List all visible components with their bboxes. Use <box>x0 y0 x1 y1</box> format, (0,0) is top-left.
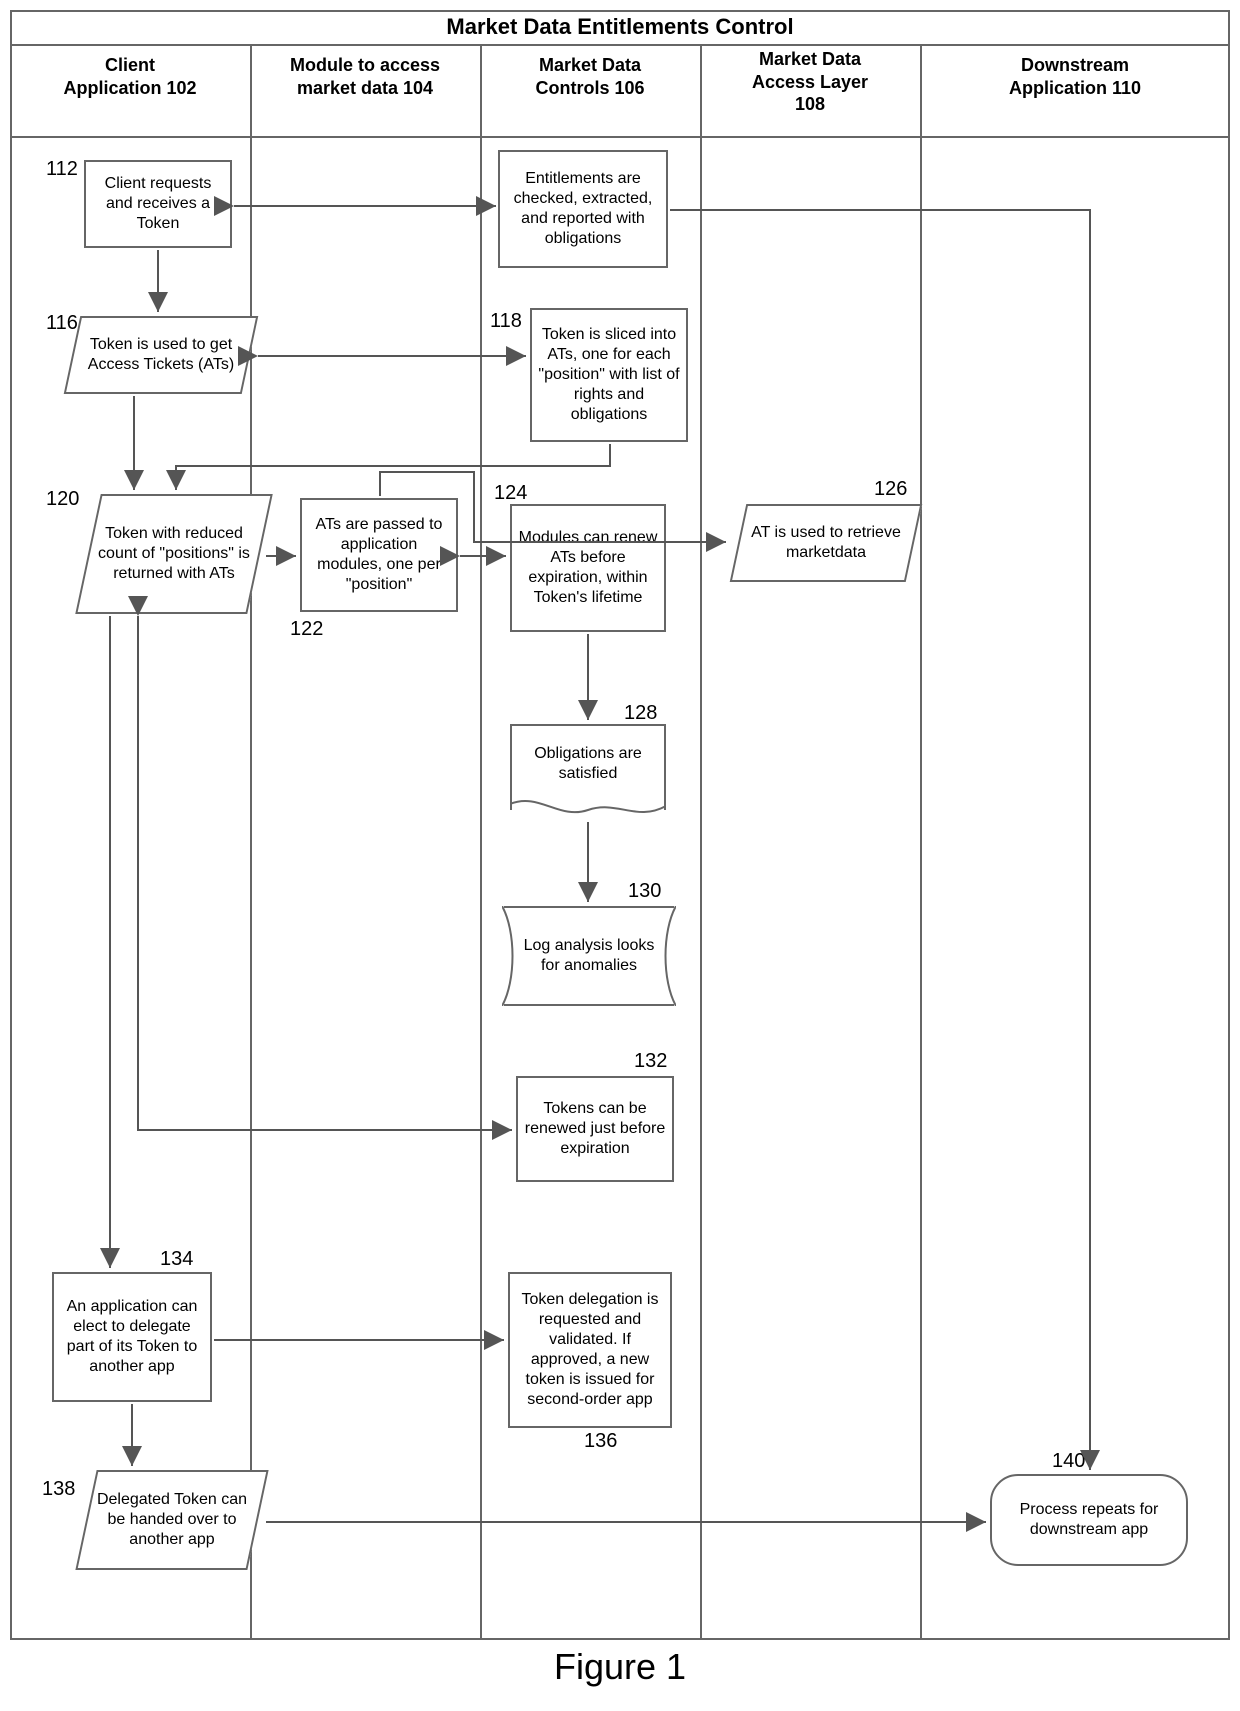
arrows-layer <box>10 10 1230 1640</box>
diagram-canvas: Market Data Entitlements Control Client … <box>10 10 1230 1701</box>
figure-caption: Figure 1 <box>10 1646 1230 1688</box>
